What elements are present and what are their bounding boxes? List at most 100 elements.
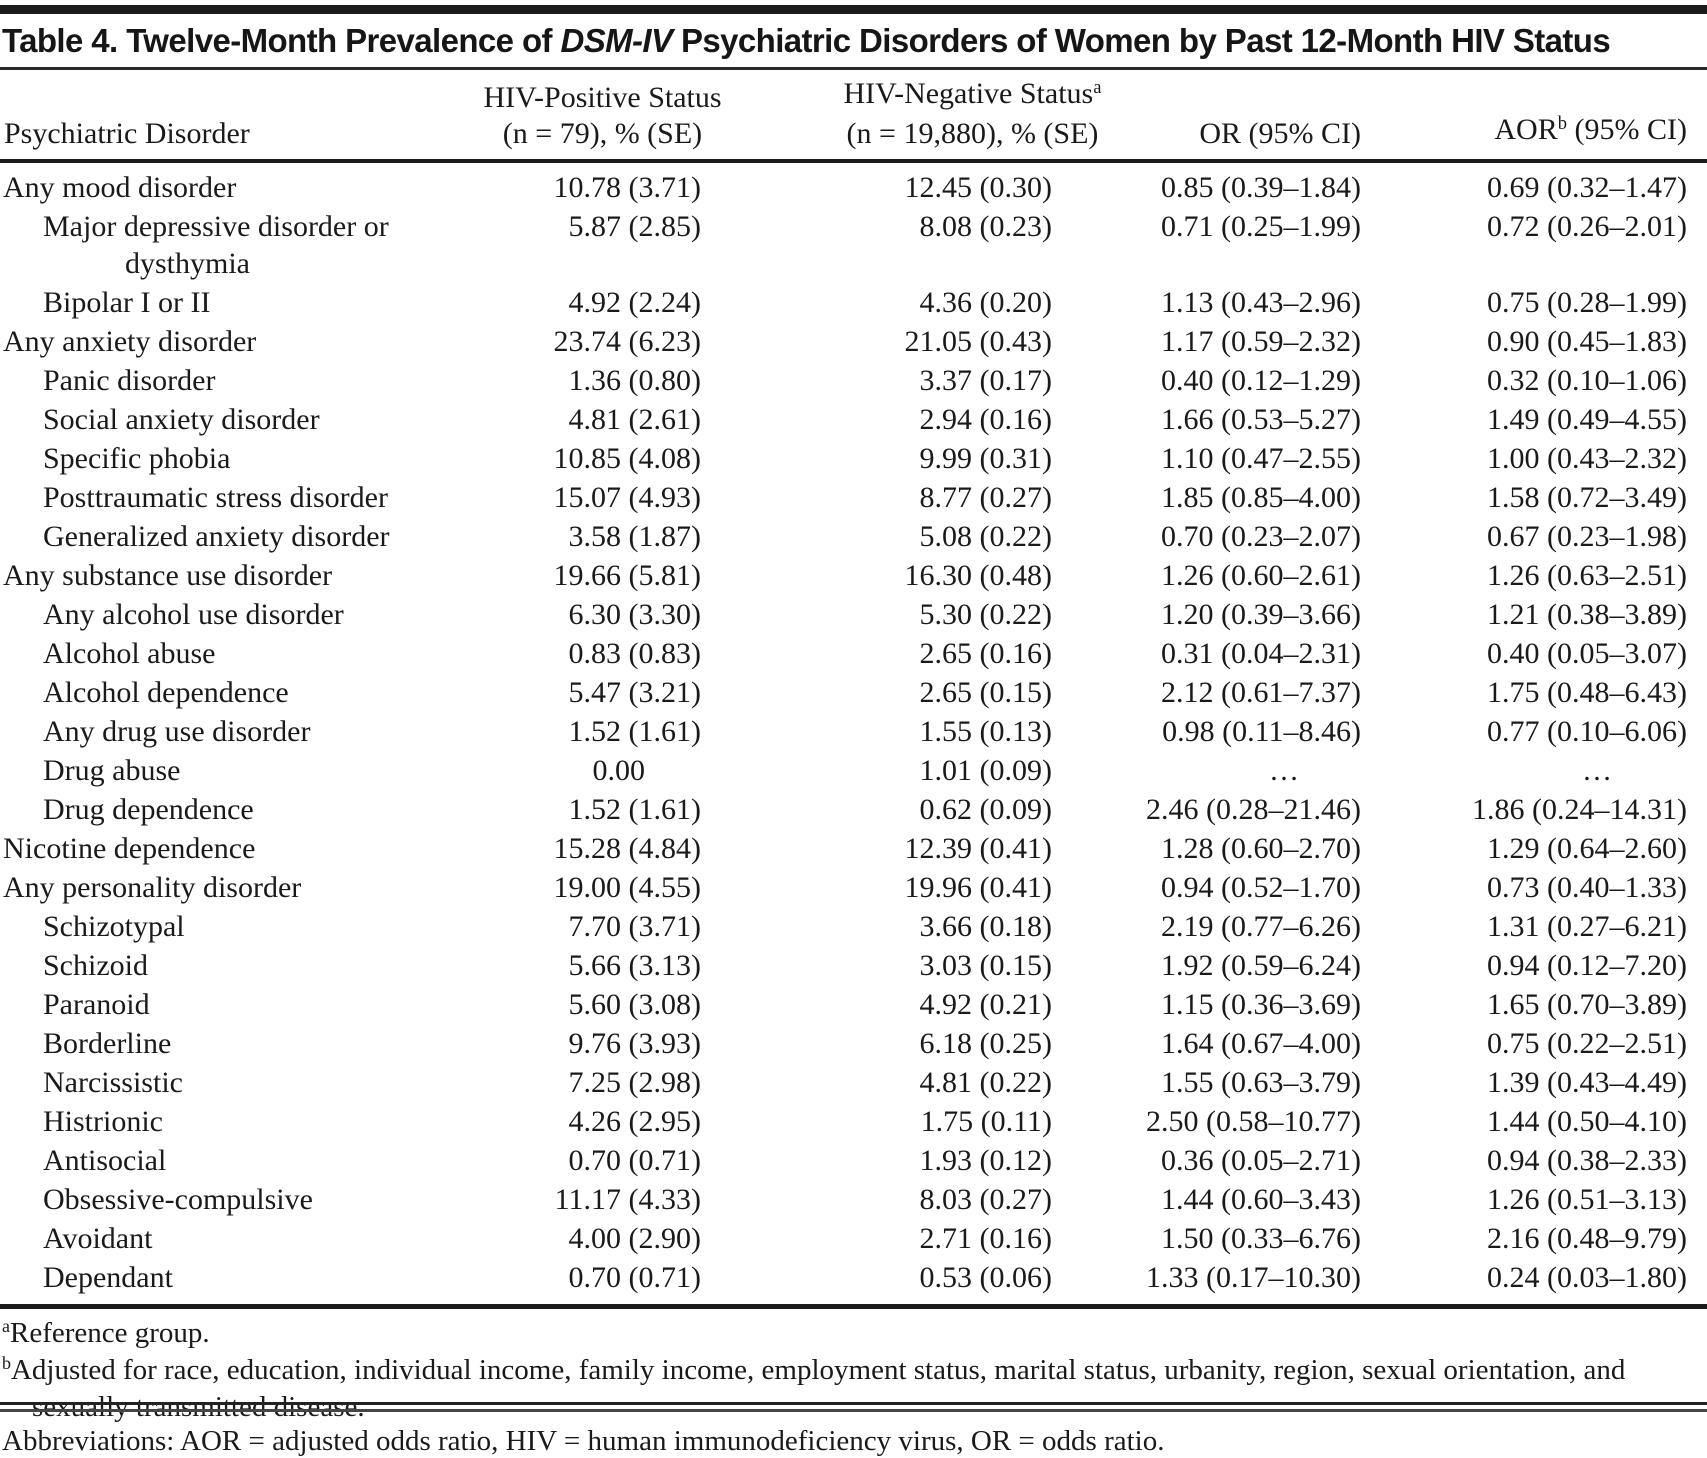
- hiv-pos-value: 6.30 (3.30): [568, 598, 701, 631]
- or-value: 2.19 (0.77–6.26): [1161, 910, 1361, 943]
- hiv-neg-value: 1.01 (0.09): [919, 754, 1052, 787]
- disorder-label: Narcissistic: [43, 1066, 183, 1099]
- col-header-hiv-positive: HIV-Positive Status (n = 79), % (SE): [470, 70, 722, 163]
- aor-value: 1.21 (0.38–3.89): [1487, 598, 1687, 631]
- footnote-b-marker: b: [2, 1353, 11, 1374]
- aor-value: 1.44 (0.50–4.10): [1487, 1105, 1687, 1138]
- disorder-label: Major depressive disorder or dysthymia: [43, 210, 389, 280]
- hiv-pos-value: 7.70 (3.71): [568, 910, 701, 943]
- hiv-pos-value: 19.66 (5.81): [553, 559, 701, 592]
- disorder-label: Generalized anxiety disorder: [43, 520, 390, 553]
- disorder-label: Histrionic: [43, 1105, 163, 1138]
- hiv-negative-header-line1: HIV-Negative Statusa: [800, 76, 1145, 116]
- disorder-label: Drug abuse: [43, 754, 181, 787]
- or-value: 0.98 (0.11–8.46): [1162, 715, 1361, 748]
- footnote-abbreviations: Abbreviations: AOR = adjusted odds ratio…: [2, 1425, 1165, 1457]
- hiv-neg-value: 8.03 (0.27): [919, 1183, 1052, 1216]
- hiv-neg-value: 2.65 (0.15): [919, 676, 1052, 709]
- hiv-neg-value: 4.92 (0.21): [919, 988, 1052, 1021]
- aor-value: 1.65 (0.70–3.89): [1487, 988, 1687, 1021]
- aor-value: 0.24 (0.03–1.80): [1487, 1261, 1687, 1294]
- hiv-neg-value: 12.45 (0.30): [904, 171, 1052, 204]
- hiv-pos-value: 4.81 (2.61): [568, 403, 701, 436]
- hiv-neg-value: 9.99 (0.31): [919, 442, 1052, 475]
- disorder-label: Antisocial: [43, 1144, 167, 1177]
- disorder-label: Alcohol dependence: [43, 676, 289, 709]
- aor-value: 1.26 (0.63–2.51): [1487, 559, 1687, 592]
- aor-value: 0.90 (0.45–1.83): [1487, 325, 1687, 358]
- hiv-neg-value: 2.65 (0.16): [919, 637, 1052, 670]
- aor-value: 1.58 (0.72–3.49): [1487, 481, 1687, 514]
- table-row: Alcohol dependence 5.47 (3.21) 2.65 (0.15)…: [0, 673, 1707, 712]
- table-row: Paranoid 5.60 (3.08) 4.92 (0.21) 1.15 (0.36…: [0, 985, 1707, 1024]
- hiv-neg-value: 0.62 (0.09): [919, 793, 1052, 826]
- hiv-neg-value: 5.30 (0.22): [919, 598, 1052, 631]
- table-row: Any personality disorder 19.00 (4.55) 19.9…: [0, 868, 1707, 907]
- aor-value: 1.86 (0.24–14.31): [1472, 793, 1687, 826]
- aor-value: 0.94 (0.12–7.20): [1487, 949, 1687, 982]
- hiv-neg-value: 3.03 (0.15): [919, 949, 1052, 982]
- disorder-label: Any alcohol use disorder: [43, 598, 344, 631]
- or-value: 1.44 (0.60–3.43): [1161, 1183, 1361, 1216]
- hiv-negative-header-text: HIV-Negative Status: [843, 77, 1094, 110]
- table-row: Any substance use disorder 19.66 (5.81) 16…: [0, 556, 1707, 595]
- hiv-pos-value: 19.00 (4.55): [553, 871, 701, 904]
- hiv-pos-value: 5.66 (3.13): [568, 949, 701, 982]
- or-value: 1.15 (0.36–3.69): [1161, 988, 1361, 1021]
- or-value: 1.85 (0.85–4.00): [1161, 481, 1361, 514]
- disorder-label: Any drug use disorder: [43, 715, 311, 748]
- table-row: Schizotypal 7.70 (3.71) 3.66 (0.18) 2.19 (0…: [0, 907, 1707, 946]
- header-row: Psychiatric Disorder HIV-Positive Status…: [0, 70, 1707, 163]
- table-row: Avoidant 4.00 (2.90) 2.71 (0.16) 1.50 (0.33…: [0, 1219, 1707, 1258]
- hiv-neg-value: 5.08 (0.22): [919, 520, 1052, 553]
- table-row: Generalized anxiety disorder 3.58 (1.87) 5…: [0, 517, 1707, 556]
- hiv-pos-value: 5.87 (2.85): [568, 210, 701, 243]
- table-title-italic: DSM-IV: [560, 22, 674, 59]
- hiv-pos-value: 3.58 (1.87): [568, 520, 701, 553]
- hiv-neg-value: 12.39 (0.41): [904, 832, 1052, 865]
- table-title-prefix: Table 4. Twelve-Month Prevalence of: [2, 22, 561, 59]
- footnote-a-text: Reference group.: [9, 1317, 210, 1349]
- table-row: Histrionic 4.26 (2.95) 1.75 (0.11) 2.50 (0.…: [0, 1102, 1707, 1141]
- aor-header-ci-text: (95% CI): [1567, 113, 1687, 146]
- hiv-pos-value: 0.00: [592, 754, 646, 787]
- hiv-pos-value: 23.74 (6.23): [553, 325, 701, 358]
- disorder-label: Dependant: [43, 1261, 173, 1294]
- table-row: Any mood disorder 10.78 (3.71) 12.45 (0.30…: [0, 161, 1707, 207]
- table-row: Posttraumatic stress disorder 15.07 (4.93…: [0, 478, 1707, 517]
- col-header-hiv-negative: HIV-Negative Statusa (n = 19,880), % (SE…: [715, 70, 1101, 163]
- aor-value: 1.29 (0.64–2.60): [1487, 832, 1687, 865]
- footnote-marker-a: a: [1093, 76, 1102, 98]
- hiv-pos-value: 15.28 (4.84): [553, 832, 701, 865]
- aor-value: 0.32 (0.10–1.06): [1487, 364, 1687, 397]
- or-value: 0.36 (0.05–2.71): [1161, 1144, 1361, 1177]
- footnote-b: bAdjusted for race, education, individua…: [2, 1353, 1652, 1424]
- disorder-label: Any substance use disorder: [3, 559, 333, 592]
- aor-value: 1.31 (0.27–6.21): [1487, 910, 1687, 943]
- hiv-neg-value: 0.53 (0.06): [919, 1261, 1052, 1294]
- hiv-neg-value: 3.66 (0.18): [919, 910, 1052, 943]
- table-row: Schizoid 5.66 (3.13) 3.03 (0.15) 1.92 (0.59…: [0, 946, 1707, 985]
- hiv-neg-value: 4.36 (0.20): [919, 286, 1052, 319]
- aor-value: 1.00 (0.43–2.32): [1487, 442, 1687, 475]
- footnote-a: aReference group.: [2, 1316, 1705, 1353]
- hiv-pos-value: 5.60 (3.08): [568, 988, 701, 1021]
- aor-value: …: [1582, 754, 1612, 787]
- table-bottom-rule: [0, 1304, 1707, 1309]
- hiv-pos-value: 0.70 (0.71): [568, 1261, 701, 1294]
- table-title: Table 4. Twelve-Month Prevalence of DSM-…: [0, 14, 1707, 67]
- aor-header-text: AOR: [1494, 113, 1558, 146]
- table-row: Any drug use disorder 1.52 (1.61) 1.55 (0.…: [0, 712, 1707, 751]
- bottom-rule-upper: [0, 1402, 1707, 1405]
- disorder-label: Avoidant: [43, 1222, 153, 1255]
- hiv-neg-value: 1.93 (0.12): [919, 1144, 1052, 1177]
- hiv-pos-value: 10.78 (3.71): [553, 171, 701, 204]
- hiv-neg-value: 6.18 (0.25): [919, 1027, 1052, 1060]
- disorder-label: Social anxiety disorder: [43, 403, 320, 436]
- table-row: Borderline 9.76 (3.93) 6.18 (0.25) 1.64 (0.…: [0, 1024, 1707, 1063]
- hiv-pos-value: 11.17 (4.33): [554, 1183, 701, 1216]
- table-row: Drug dependence 1.52 (1.61) 0.62 (0.09) 2.4…: [0, 790, 1707, 829]
- hiv-pos-value: 4.92 (2.24): [568, 286, 701, 319]
- hiv-positive-header-line2: (n = 79), % (SE): [502, 117, 703, 150]
- disorder-label: Paranoid: [43, 988, 150, 1021]
